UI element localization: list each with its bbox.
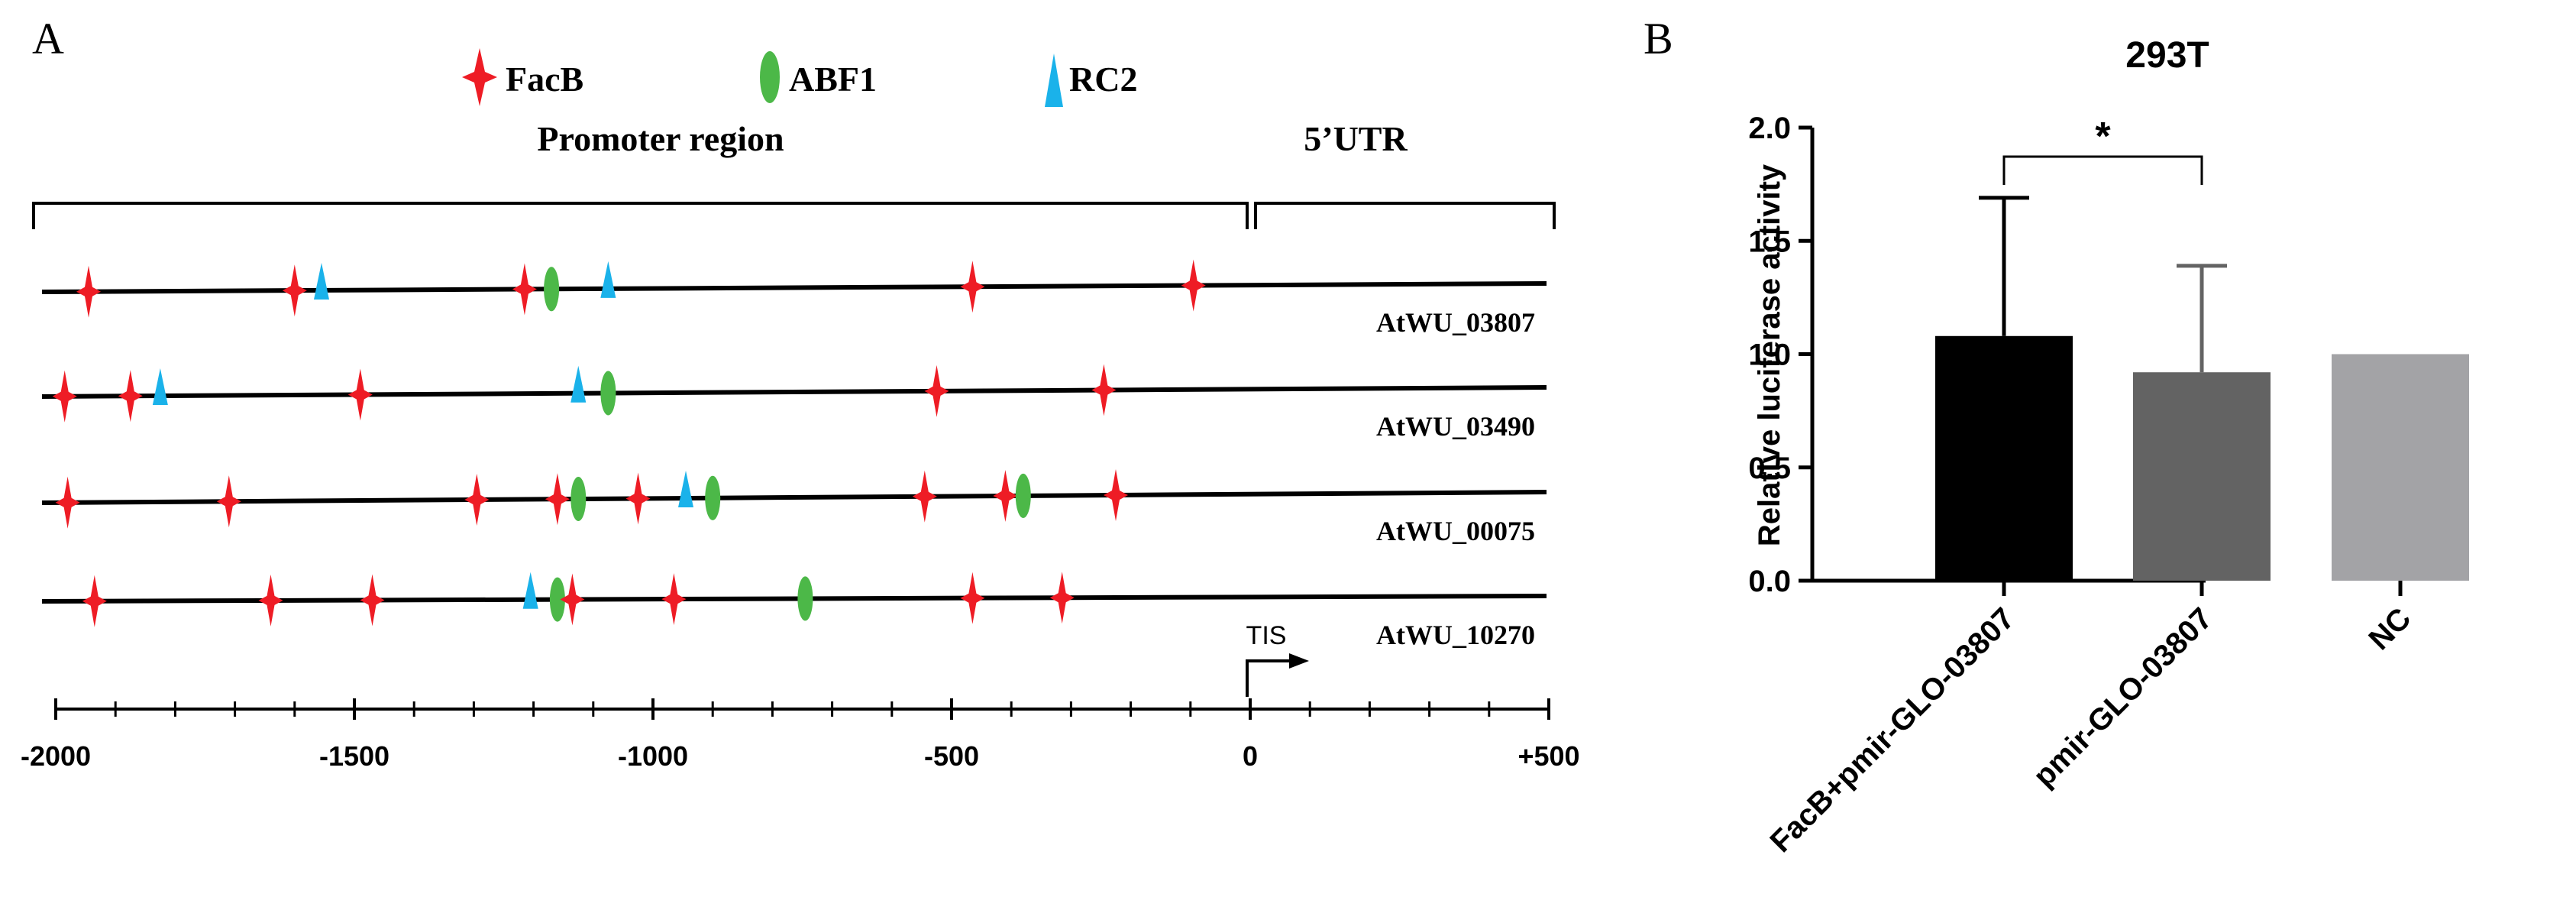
bar-chart: 0.0 0.5 1.0 1.5 2.0 FacB+pmir-GLO-03807 pmir-G…	[1748, 112, 2469, 859]
significance-bracket	[2002, 155, 2203, 185]
site-facb	[912, 470, 937, 523]
site-facb	[258, 574, 283, 627]
promoter-bracket	[32, 202, 1249, 229]
site-rc2	[522, 572, 538, 609]
site-facb	[512, 263, 537, 316]
site-facb	[1091, 364, 1117, 416]
site-facb	[282, 264, 307, 317]
site-facb	[216, 475, 241, 528]
site-facb	[960, 572, 985, 624]
promoter-region-label: Promoter region	[537, 119, 784, 158]
site-facb	[1049, 572, 1075, 624]
legend: FacB ABF1 RC2	[462, 48, 1137, 107]
y-axis-title: Relative luciferase activity	[1753, 164, 1786, 546]
site-facb	[960, 261, 985, 313]
site-facb	[55, 476, 80, 529]
y-tick-label: 0.5	[1748, 452, 1791, 485]
axis-tick-label: 0	[1243, 740, 1258, 772]
site-abf1	[1015, 473, 1031, 518]
legend-rc2-label: RC2	[1069, 60, 1137, 99]
site-abf1	[549, 577, 565, 622]
site-facb	[1104, 469, 1128, 521]
axis-tick-label: -1000	[618, 740, 688, 772]
axis-tick-label: -500	[924, 740, 979, 772]
y-tick-label: 1.0	[1748, 338, 1791, 372]
site-facb	[118, 370, 143, 423]
track-atwu_03490: AtWU_03490	[41, 364, 1547, 442]
site-facb	[625, 472, 651, 525]
site-facb	[924, 364, 949, 417]
site-facb	[993, 470, 1018, 522]
track-label: AtWU_00075	[1376, 516, 1535, 546]
bar	[2332, 354, 2469, 581]
axis-tick-label: -2000	[21, 740, 91, 772]
legend-abf1-label: ABF1	[789, 60, 877, 99]
site-facb	[360, 574, 385, 627]
site-facb	[52, 370, 77, 423]
legend-rc2-icon	[1045, 53, 1063, 107]
site-facb	[464, 474, 490, 526]
panel-b: B 293T Relative luciferase activity 0.00…	[1644, 14, 2469, 859]
x-tick-label: NC	[2362, 601, 2417, 656]
panel-b-label: B	[1644, 14, 1673, 63]
site-facb	[545, 473, 570, 526]
site-rc2	[600, 261, 616, 298]
utr-region-label: 5’UTR	[1304, 119, 1408, 158]
track-line	[41, 385, 1547, 399]
tis-arrow-head	[1289, 653, 1309, 669]
panel-a-label: A	[32, 14, 64, 63]
tis-label: TIS	[1246, 621, 1287, 650]
site-facb	[347, 368, 373, 421]
track-label: AtWU_03490	[1376, 411, 1535, 442]
track-line	[41, 594, 1547, 604]
bar	[1935, 335, 2073, 581]
legend-abf1-icon	[760, 51, 780, 103]
site-facb	[560, 573, 585, 626]
panel-a: A FacB ABF1 RC2 Promoter region 5’UTR At…	[21, 14, 1580, 772]
track-atwu_00075: AtWU_00075	[41, 469, 1547, 546]
position-axis: -2000 -1500 -1000 -500 0 +500	[21, 698, 1580, 772]
tracks: AtWU_03807 AtWU_03490 AtWU_00075 AtWU_10270	[41, 259, 1547, 650]
track-line	[41, 281, 1547, 294]
site-rc2	[570, 365, 587, 403]
chart-title: 293T	[2125, 35, 2209, 76]
site-abf1	[705, 475, 721, 520]
site-abf1	[544, 267, 560, 312]
bar	[2133, 372, 2271, 581]
y-tick-label: 0.0	[1748, 565, 1791, 598]
y-tick-label: 1.5	[1748, 225, 1791, 258]
site-facb	[82, 575, 107, 627]
site-abf1	[600, 371, 616, 416]
site-rc2	[678, 471, 694, 508]
tis-arrow	[1246, 659, 1291, 697]
track-label: AtWU_10270	[1376, 620, 1535, 650]
site-abf1	[797, 576, 813, 621]
significance-star: *	[2095, 115, 2111, 159]
x-tick-label: pmir-GLO-03807	[2027, 601, 2219, 793]
track-atwu_10270: AtWU_10270	[41, 572, 1547, 650]
site-facb	[1181, 259, 1206, 312]
site-facb	[661, 573, 687, 626]
track-label: AtWU_03807	[1376, 307, 1535, 338]
x-tick-label: FacB+pmir-GLO-03807	[1764, 601, 2022, 859]
legend-facb-label: FacB	[506, 60, 583, 99]
site-rc2	[313, 262, 329, 300]
y-tick-label: 2.0	[1748, 112, 1791, 145]
utr-bracket	[1254, 202, 1556, 229]
site-abf1	[570, 477, 587, 521]
track-atwu_03807: AtWU_03807	[41, 259, 1547, 338]
axis-tick-label: +500	[1517, 740, 1579, 772]
site-facb	[76, 265, 101, 318]
axis-tick-label: -1500	[319, 740, 389, 772]
site-rc2	[152, 368, 168, 406]
legend-facb-icon	[462, 48, 497, 106]
track-line	[41, 490, 1547, 505]
